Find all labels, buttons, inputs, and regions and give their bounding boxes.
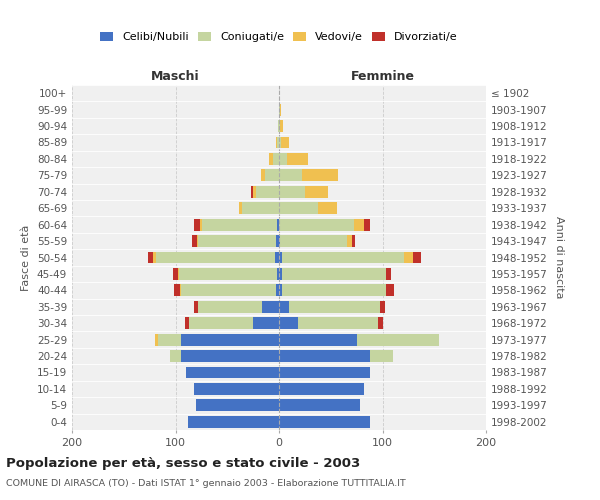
Bar: [279, 136, 281, 148]
Bar: [277, 268, 279, 280]
Bar: [305, 186, 328, 198]
Bar: [279, 383, 364, 395]
Bar: [178, 268, 179, 280]
Bar: [279, 186, 305, 198]
Y-axis label: Anni di nascita: Anni di nascita: [554, 216, 564, 298]
Bar: [181, 284, 276, 296]
Bar: [347, 235, 352, 247]
Bar: [189, 318, 253, 329]
Bar: [277, 218, 279, 230]
Bar: [280, 104, 281, 116]
Bar: [298, 318, 379, 329]
Bar: [276, 136, 277, 148]
Text: Popolazione per età, sesso e stato civile - 2003: Popolazione per età, sesso e stato civil…: [6, 458, 360, 470]
Bar: [200, 218, 202, 230]
Bar: [262, 301, 279, 312]
Bar: [269, 153, 273, 165]
Bar: [188, 416, 279, 428]
Bar: [379, 318, 383, 329]
Bar: [256, 186, 279, 198]
Bar: [386, 268, 391, 280]
Bar: [197, 235, 198, 247]
Bar: [179, 284, 181, 296]
Bar: [282, 252, 404, 264]
Bar: [289, 301, 380, 312]
Bar: [279, 252, 282, 264]
Bar: [194, 383, 279, 395]
Bar: [281, 136, 289, 148]
Bar: [282, 268, 386, 280]
Bar: [278, 120, 279, 132]
Bar: [253, 186, 256, 198]
Y-axis label: Fasce di età: Fasce di età: [22, 224, 31, 290]
Bar: [262, 170, 265, 181]
Bar: [302, 170, 338, 181]
Bar: [287, 153, 308, 165]
Bar: [319, 202, 337, 214]
Bar: [282, 284, 386, 296]
Bar: [279, 202, 319, 214]
Text: Maschi: Maschi: [151, 70, 200, 82]
Bar: [202, 218, 277, 230]
Bar: [279, 153, 287, 165]
Bar: [279, 235, 280, 247]
Bar: [352, 235, 355, 247]
Bar: [156, 252, 275, 264]
Bar: [279, 334, 356, 345]
Bar: [353, 218, 364, 230]
Bar: [404, 252, 413, 264]
Bar: [279, 120, 280, 132]
Bar: [276, 284, 279, 296]
Bar: [148, 252, 153, 264]
Bar: [279, 170, 302, 181]
Bar: [158, 334, 181, 345]
Bar: [239, 202, 242, 214]
Bar: [279, 104, 280, 116]
Legend: Celibi/Nubili, Coniugati/e, Vedovi/e, Divorziati/e: Celibi/Nubili, Coniugati/e, Vedovi/e, Di…: [100, 32, 458, 42]
Bar: [181, 334, 279, 345]
Bar: [279, 416, 370, 428]
Bar: [370, 350, 393, 362]
Bar: [364, 218, 370, 230]
Bar: [280, 120, 283, 132]
Bar: [153, 252, 156, 264]
Bar: [276, 235, 279, 247]
Bar: [380, 301, 385, 312]
Bar: [273, 153, 279, 165]
Bar: [253, 318, 279, 329]
Bar: [170, 350, 181, 362]
Bar: [279, 400, 360, 411]
Bar: [265, 170, 279, 181]
Bar: [185, 318, 189, 329]
Bar: [279, 366, 370, 378]
Bar: [194, 218, 200, 230]
Bar: [279, 218, 353, 230]
Bar: [198, 301, 262, 312]
Bar: [198, 235, 276, 247]
Bar: [386, 284, 394, 296]
Bar: [175, 284, 179, 296]
Bar: [181, 350, 279, 362]
Bar: [186, 366, 279, 378]
Bar: [155, 334, 158, 345]
Bar: [279, 301, 289, 312]
Bar: [356, 334, 439, 345]
Bar: [194, 301, 198, 312]
Bar: [279, 350, 370, 362]
Bar: [192, 235, 197, 247]
Bar: [280, 235, 347, 247]
Bar: [196, 400, 279, 411]
Bar: [279, 318, 298, 329]
Bar: [242, 202, 279, 214]
Bar: [277, 136, 279, 148]
Bar: [251, 186, 253, 198]
Bar: [173, 268, 178, 280]
Bar: [279, 284, 282, 296]
Text: COMUNE DI AIRASCA (TO) - Dati ISTAT 1° gennaio 2003 - Elaborazione TUTTITALIA.IT: COMUNE DI AIRASCA (TO) - Dati ISTAT 1° g…: [6, 479, 406, 488]
Text: Femmine: Femmine: [350, 70, 415, 82]
Bar: [275, 252, 279, 264]
Bar: [179, 268, 277, 280]
Bar: [413, 252, 421, 264]
Bar: [279, 268, 282, 280]
